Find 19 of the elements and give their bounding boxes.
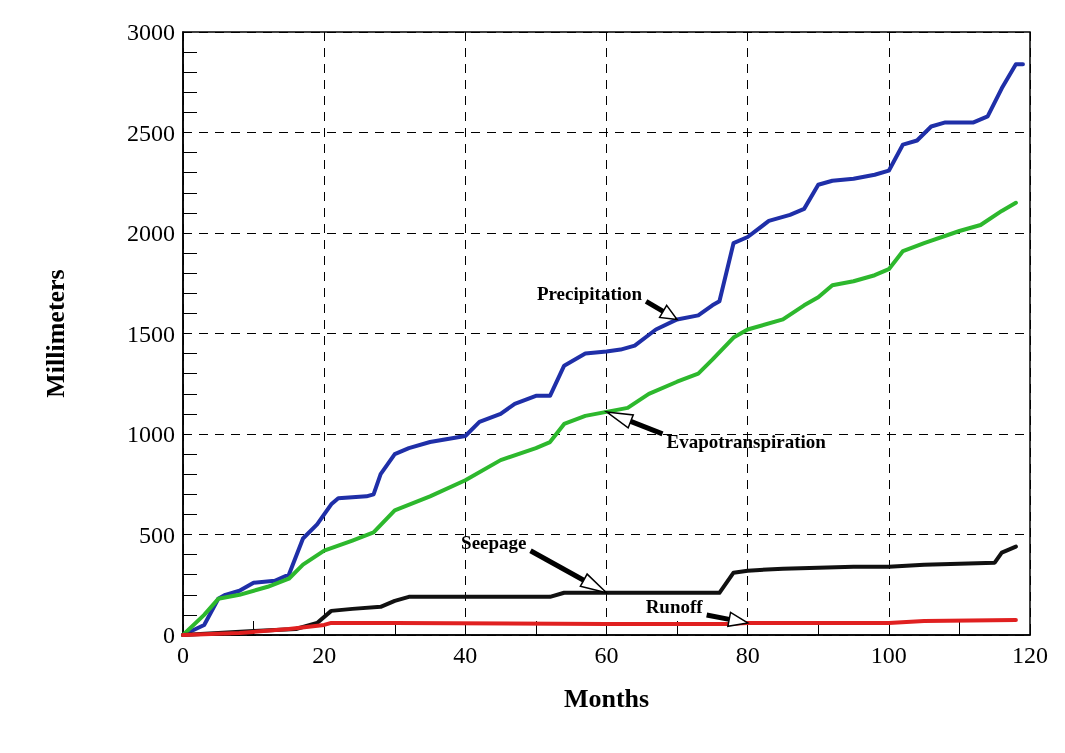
x-tick-label: 120 bbox=[1012, 642, 1048, 668]
series-label: Runoff bbox=[645, 596, 704, 618]
y-axis-title: Millimeters bbox=[40, 269, 70, 398]
x-tick-label: 60 bbox=[594, 642, 619, 668]
y-tick-label: 2500 bbox=[127, 119, 175, 146]
x-tick-label: 80 bbox=[735, 642, 760, 668]
text: Evapotranspiration bbox=[666, 431, 827, 453]
y-tick-label: 1000 bbox=[127, 421, 175, 447]
text: Seepage bbox=[461, 532, 527, 554]
x-tick-label: 20 bbox=[312, 642, 337, 668]
y-tick-label: 1500 bbox=[127, 320, 175, 347]
y-tick-label: 500 bbox=[139, 521, 175, 548]
series-label: Precipitation bbox=[536, 282, 643, 304]
x-axis-title: Months bbox=[563, 683, 650, 713]
x-tick-label: 100 bbox=[870, 642, 907, 668]
y-tick-label: 0 bbox=[163, 622, 175, 648]
y-tick-label: 2000 bbox=[127, 220, 175, 246]
x-tick-label: 40 bbox=[453, 642, 478, 668]
y-tick-label: 3000 bbox=[127, 19, 175, 45]
